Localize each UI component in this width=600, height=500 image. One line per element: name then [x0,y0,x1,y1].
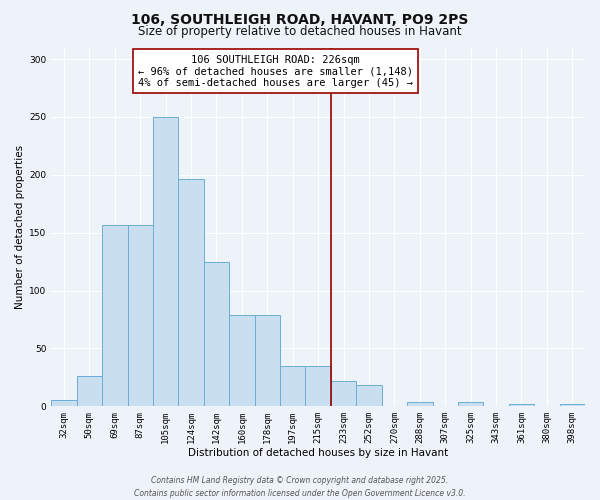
Bar [102,224,128,406]
Bar [407,402,433,406]
Bar [128,224,153,406]
Bar [77,376,102,406]
Bar [280,366,305,406]
Bar [204,262,229,406]
Bar [331,381,356,406]
Y-axis label: Number of detached properties: Number of detached properties [15,145,25,309]
Text: 106 SOUTHLEIGH ROAD: 226sqm
← 96% of detached houses are smaller (1,148)
4% of s: 106 SOUTHLEIGH ROAD: 226sqm ← 96% of det… [138,54,413,88]
Bar [153,117,178,406]
Text: Size of property relative to detached houses in Havant: Size of property relative to detached ho… [138,25,462,38]
Text: Contains HM Land Registry data © Crown copyright and database right 2025.
Contai: Contains HM Land Registry data © Crown c… [134,476,466,498]
Bar [254,315,280,406]
Bar [509,404,534,406]
Bar [51,400,77,406]
Text: 106, SOUTHLEIGH ROAD, HAVANT, PO9 2PS: 106, SOUTHLEIGH ROAD, HAVANT, PO9 2PS [131,12,469,26]
Bar [356,386,382,406]
X-axis label: Distribution of detached houses by size in Havant: Distribution of detached houses by size … [188,448,448,458]
Bar [305,366,331,406]
Bar [560,404,585,406]
Bar [458,402,484,406]
Bar [178,180,204,406]
Bar [229,315,254,406]
